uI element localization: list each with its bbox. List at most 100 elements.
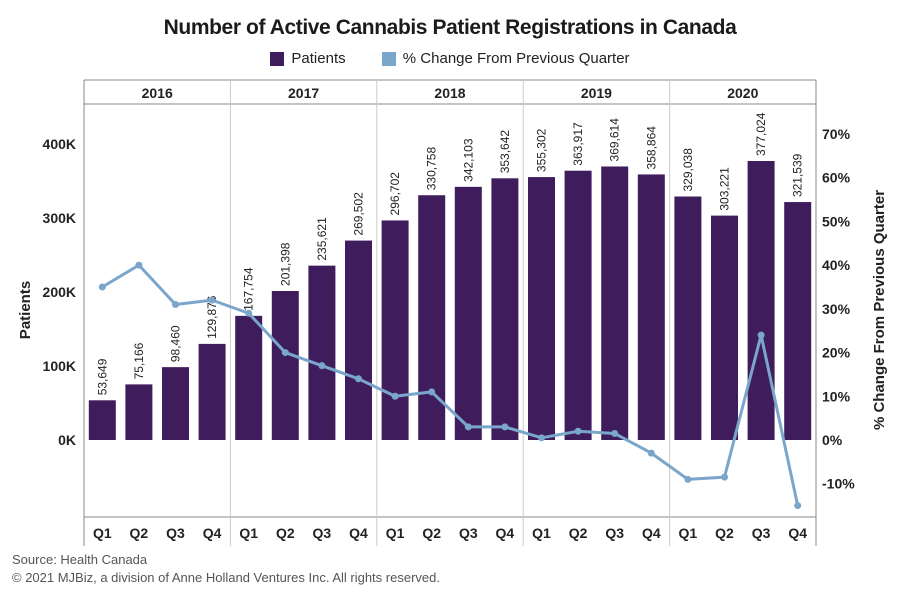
y2-tick-label: 70%: [822, 126, 851, 142]
legend-label-change: % Change From Previous Quarter: [402, 50, 630, 67]
bar: [418, 195, 446, 440]
y2-axis-title: % Change From Previous Quarter: [871, 190, 888, 430]
x-tick-label: Q1: [239, 525, 258, 541]
bar-value-label: 353,642: [498, 130, 512, 174]
bar: [88, 400, 116, 440]
y2-tick-label: 40%: [822, 257, 851, 273]
x-tick-label: Q4: [349, 525, 368, 541]
chart-title: Number of Active Cannabis Patient Regist…: [163, 16, 737, 39]
x-tick-label: Q2: [715, 525, 734, 541]
legend-swatch-patients: [270, 51, 285, 66]
x-tick-label: Q1: [532, 525, 551, 541]
change-line: [101, 263, 800, 506]
bar-value-label: 329,038: [681, 148, 695, 192]
bar: [162, 367, 189, 440]
x-tick-label: Q1: [679, 525, 698, 541]
bar: [674, 196, 702, 440]
y2-tick-label: 10%: [822, 388, 851, 404]
x-tick-label: Q3: [313, 525, 332, 541]
y-tick-label: 200K: [43, 284, 76, 300]
year-label: 2018: [434, 85, 465, 101]
bar: [601, 166, 629, 440]
bar-value-label: 321,539: [791, 153, 805, 197]
bar: [528, 177, 555, 440]
bar-value-label: 303,221: [718, 167, 732, 211]
bar: [235, 315, 263, 440]
bar: [381, 220, 409, 440]
change-point: [647, 449, 655, 457]
x-tick-label: Q2: [422, 525, 441, 541]
bar-value-label: 129,876: [205, 295, 219, 339]
bar-value-label: 363,917: [571, 122, 585, 166]
year-label: 2020: [727, 85, 758, 101]
change-point: [757, 331, 765, 339]
change-point: [501, 423, 509, 431]
bar: [637, 174, 665, 440]
y-tick-label: 300K: [43, 210, 76, 226]
change-point: [464, 423, 472, 431]
x-tick-label: Q3: [752, 525, 771, 541]
change-point: [172, 300, 179, 308]
year-label: 2016: [142, 85, 173, 101]
x-tick-label: Q3: [459, 525, 478, 541]
bar-value-label: 369,614: [608, 118, 622, 162]
change-point: [684, 475, 692, 483]
change-point: [391, 392, 399, 400]
x-tick-label: Q4: [788, 525, 807, 541]
bar: [491, 178, 519, 440]
bar: [564, 170, 592, 440]
change-point: [135, 261, 143, 269]
y2-tick-label: 20%: [822, 345, 851, 361]
change-point: [794, 502, 802, 510]
bar: [711, 215, 738, 440]
legend: Patients % Change From Previous Quarter: [0, 50, 900, 70]
x-tick-label: Q2: [130, 525, 149, 541]
bar-value-label: 377,024: [754, 112, 768, 156]
y2-tick-label: -10%: [822, 476, 855, 492]
x-tick-label: Q4: [496, 525, 515, 541]
change-point: [611, 429, 619, 437]
x-tick-label: Q2: [569, 525, 588, 541]
legend-label-patients: Patients: [291, 50, 346, 67]
bar: [271, 290, 299, 440]
bar-value-label: 75,166: [132, 342, 146, 379]
x-tick-label: Q4: [203, 525, 222, 541]
bar-value-label: 355,302: [535, 128, 549, 172]
bar: [308, 265, 336, 440]
year-label: 2019: [581, 85, 612, 101]
y-tick-label: 0K: [58, 432, 76, 448]
change-point: [281, 349, 289, 357]
bar-value-label: 358,864: [644, 126, 658, 170]
bar-value-label: 201,398: [278, 242, 292, 286]
x-tick-label: Q3: [605, 525, 624, 541]
change-point: [574, 427, 582, 435]
bar-value-label: 53,649: [95, 358, 109, 395]
bar: [784, 202, 812, 440]
change-point: [245, 309, 253, 317]
bar: [454, 186, 482, 440]
legend-item-patients: Patients: [270, 50, 346, 67]
bar: [125, 384, 153, 440]
x-tick-label: Q4: [642, 525, 661, 541]
legend-item-change: % Change From Previous Quarter: [381, 50, 630, 67]
change-point: [538, 434, 545, 442]
footer-source: Source: Health Canada: [12, 552, 148, 567]
legend-swatch-change: [381, 51, 396, 66]
y2-tick-label: 60%: [822, 170, 851, 186]
change-point: [355, 375, 362, 383]
change-point: [318, 362, 326, 370]
y2-tick-label: 0%: [822, 432, 843, 448]
x-tick-label: Q2: [276, 525, 295, 541]
change-point: [208, 296, 216, 304]
bar-value-label: 269,502: [352, 192, 366, 236]
y-axis-title: Patients: [17, 281, 34, 339]
year-label: 2017: [288, 85, 319, 101]
x-tick-label: Q1: [93, 525, 112, 541]
x-tick-label: Q1: [386, 525, 405, 541]
bar-value-label: 296,702: [388, 172, 402, 216]
y2-tick-label: 30%: [822, 301, 851, 317]
change-point: [98, 283, 106, 291]
footer-copyright: © 2021 MJBiz, a division of Anne Holland…: [12, 570, 440, 585]
bar-value-label: 98,460: [169, 325, 183, 362]
